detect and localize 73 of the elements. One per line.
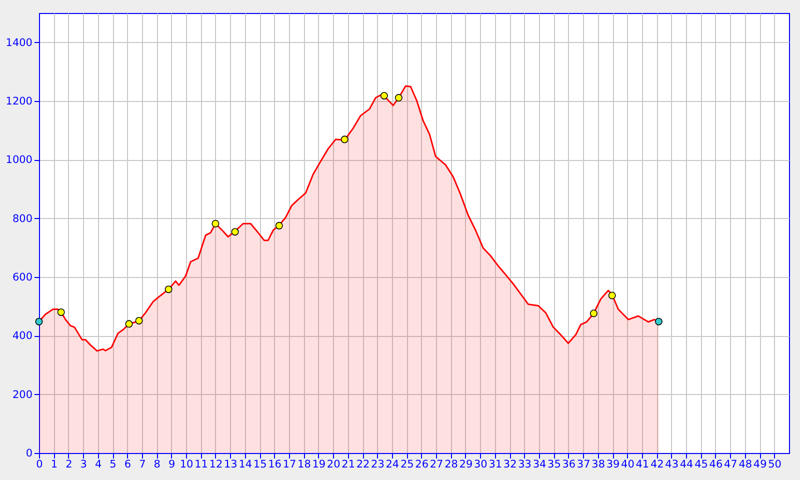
point	[654, 318, 662, 326]
x-tick-label: 27	[430, 458, 444, 470]
x-tick-label: 7	[139, 458, 146, 470]
x-tick-label: 31	[488, 458, 502, 470]
point	[212, 220, 220, 228]
x-tick-label: 35	[548, 458, 561, 470]
x-tick-label: 18	[298, 458, 311, 470]
point	[125, 320, 133, 328]
x-tick-label: 37	[576, 458, 590, 470]
x-tick-label: 14	[238, 458, 252, 470]
x-tick-label: 16	[268, 458, 282, 470]
point	[590, 310, 598, 318]
x-tick-label: 36	[562, 458, 576, 470]
x-tick-label: 30	[474, 458, 488, 470]
x-tick-label: 41	[636, 458, 650, 470]
point	[275, 222, 283, 230]
y-tick-label: 400	[12, 330, 32, 342]
x-tick-label: 12	[209, 458, 223, 470]
x-tick-label: 48	[738, 458, 752, 470]
x-tick-label: 38	[592, 458, 606, 470]
x-tick-label: 29	[459, 458, 473, 470]
y-tick-label: 200	[12, 388, 32, 401]
x-tick-label: 33	[518, 458, 532, 470]
point	[608, 292, 616, 300]
x-tick-label: 1	[50, 458, 58, 470]
point	[394, 94, 402, 102]
x-tick-label: 28	[444, 458, 458, 470]
point	[380, 92, 388, 100]
x-tick-label: 2	[66, 458, 72, 470]
x-tick-label: 42	[650, 458, 664, 470]
point	[164, 286, 172, 294]
x-tick-label: 15	[253, 458, 267, 470]
x-tick-label: 0	[36, 458, 43, 470]
point	[231, 228, 239, 236]
x-tick-label: 17	[282, 458, 296, 470]
x-tick-label: 20	[326, 458, 340, 470]
point	[35, 318, 43, 326]
x-tick-label: 40	[621, 458, 634, 470]
x-tick-label: 43	[665, 458, 679, 470]
point	[57, 308, 65, 316]
x-tick-label: 11	[194, 458, 208, 470]
x-tick-label: 4	[94, 458, 102, 470]
y-tick-label: 1200	[6, 96, 32, 108]
y-tick-label: 1400	[6, 36, 32, 49]
y-tick-label: 0	[26, 448, 32, 460]
x-tick-label: 8	[154, 458, 160, 470]
x-tick-label: 34	[532, 458, 546, 470]
x-tick-label: 32	[503, 458, 517, 470]
x-tick-label: 13	[224, 458, 238, 470]
x-tick-label: 6	[124, 458, 132, 470]
x-tick-label: 9	[168, 458, 176, 470]
x-tick-label: 39	[606, 458, 620, 470]
x-tick-label: 5	[110, 458, 116, 470]
x-tick-label: 46	[709, 458, 723, 470]
x-tick-label: 24	[386, 458, 400, 470]
x-tick-label: 47	[724, 458, 738, 470]
x-tick-label: 26	[415, 458, 429, 470]
y-tick-label: 1000	[6, 154, 32, 166]
x-tick-label: 44	[680, 458, 694, 470]
y-tick-label: 800	[12, 212, 32, 225]
y-tick-label: 600	[12, 272, 32, 284]
point	[135, 316, 143, 324]
x-tick-label: 23	[371, 458, 384, 470]
x-tick-label: 19	[312, 458, 326, 470]
x-tick-label: 50	[768, 458, 782, 470]
point	[340, 136, 348, 144]
x-tick-label: 21	[342, 458, 356, 470]
x-tick-label: 45	[694, 458, 708, 470]
x-tick-label: 22	[356, 458, 370, 470]
x-tick-label: 10	[180, 458, 194, 470]
x-tick-label: 3	[80, 458, 87, 470]
x-tick-label: 49	[753, 458, 767, 470]
x-tick-label: 25	[400, 458, 414, 470]
